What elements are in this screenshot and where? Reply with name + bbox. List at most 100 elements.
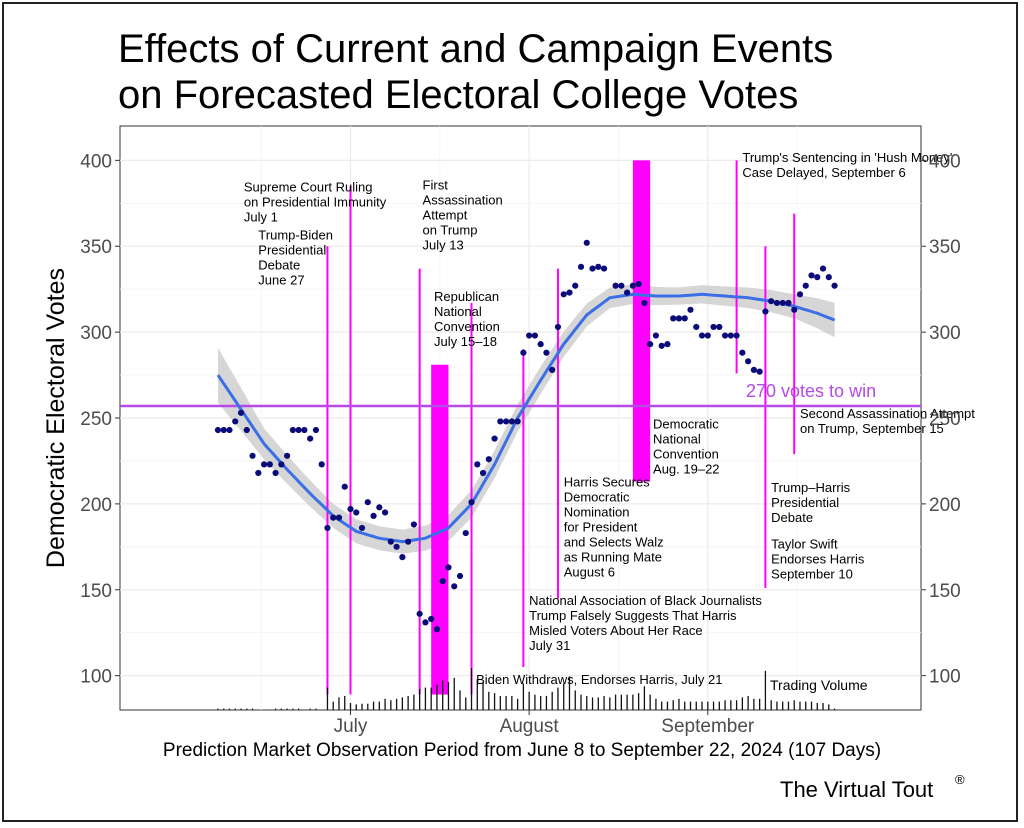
data-point bbox=[330, 514, 337, 521]
data-point bbox=[307, 435, 314, 442]
data-point bbox=[641, 299, 648, 307]
chart-title: Effects of Current and Campaign Events o… bbox=[118, 27, 833, 117]
data-point bbox=[698, 332, 706, 339]
event-annotation-line: on Trump, September 15 bbox=[800, 421, 944, 436]
event-annotation-line: Endorses Harris bbox=[771, 552, 865, 567]
data-point bbox=[266, 461, 273, 468]
data-point bbox=[687, 306, 694, 313]
event-annotation-line: Supreme Court Ruling bbox=[244, 179, 373, 194]
event-annotation-line: National bbox=[434, 304, 482, 319]
event-annotation-line: Debate bbox=[771, 510, 813, 525]
data-point bbox=[439, 578, 446, 585]
axes: 100 100 150 150 200 200 250 250 300 300 350 350 400 4… bbox=[80, 151, 960, 737]
data-point bbox=[629, 282, 636, 289]
data-point bbox=[716, 323, 723, 331]
event-annotation: National Association of Black Journalist… bbox=[529, 593, 762, 653]
event-annotation: Harris Secures Democratic Nomination for Pr… bbox=[564, 475, 664, 580]
data-point bbox=[335, 514, 343, 521]
y-tick-label-right: 350 bbox=[929, 237, 961, 258]
event-annotation: Trump-Biden Presidential Debate June 27 bbox=[258, 227, 333, 287]
data-point bbox=[549, 366, 556, 374]
event-annotation-line: and Selects Walz bbox=[564, 535, 664, 550]
x-axis-title: Prediction Market Observation Period fro… bbox=[163, 740, 881, 761]
data-point bbox=[243, 426, 250, 434]
event-annotation-line: Taylor Swift bbox=[771, 537, 838, 552]
data-point bbox=[278, 461, 285, 468]
event-bar bbox=[632, 160, 651, 482]
event-annotation: Biden Withdraws, Endorses Harris, July 2… bbox=[476, 672, 722, 687]
event-annotation-line: Convention bbox=[653, 446, 719, 461]
data-point bbox=[456, 572, 464, 580]
event-annotation-line: July 13 bbox=[423, 238, 464, 253]
data-point bbox=[710, 323, 717, 331]
data-point bbox=[566, 289, 573, 296]
event-annotation-line: National Association of Black Journalist… bbox=[529, 593, 762, 608]
data-point bbox=[393, 543, 400, 550]
event-annotation-line: Republican bbox=[434, 289, 499, 304]
chart-title-line-1: Effects of Current and Campaign Events bbox=[118, 27, 833, 71]
event-annotation: Trump–Harris Presidential Debate bbox=[771, 480, 850, 525]
data-point bbox=[814, 274, 821, 281]
event-annotation-line: Assassination bbox=[423, 193, 503, 208]
event-annotation-line: Presidential bbox=[771, 495, 839, 510]
data-point bbox=[514, 418, 521, 425]
data-point bbox=[554, 323, 562, 331]
y-tick-label-right: 250 bbox=[929, 409, 961, 430]
data-point bbox=[785, 299, 792, 307]
brand-name: The Virtual Tout bbox=[780, 777, 933, 802]
event-annotation-line: Case Delayed, September 6 bbox=[742, 165, 905, 180]
data-point bbox=[595, 263, 602, 270]
y-tick-label-left: 150 bbox=[80, 581, 112, 602]
data-point bbox=[364, 499, 371, 506]
smooth-trend-line bbox=[216, 292, 836, 544]
data-point bbox=[370, 512, 377, 520]
data-point bbox=[577, 263, 585, 270]
data-point bbox=[249, 452, 256, 459]
data-point bbox=[416, 610, 423, 617]
data-point bbox=[232, 418, 239, 425]
event-annotation-line: on Trump bbox=[423, 223, 478, 238]
data-point bbox=[358, 524, 366, 532]
data-point bbox=[589, 265, 596, 272]
data-point bbox=[485, 456, 492, 463]
event-annotation-line: August 6 bbox=[564, 565, 615, 580]
data-point bbox=[745, 358, 752, 365]
event-annotation-line: for President bbox=[564, 520, 638, 535]
data-point bbox=[727, 332, 734, 339]
event-annotation-line: Harris Secures bbox=[564, 475, 650, 490]
data-point bbox=[675, 315, 683, 322]
data-point bbox=[399, 554, 406, 561]
smooth-line bbox=[216, 292, 836, 544]
event-annotation-line: July 31 bbox=[529, 638, 570, 653]
y-tick-label-right: 200 bbox=[929, 495, 961, 516]
data-point bbox=[376, 504, 383, 511]
event-annotation-line: Debate bbox=[258, 257, 300, 272]
data-point bbox=[353, 509, 360, 516]
data-point bbox=[214, 426, 222, 434]
data-point bbox=[474, 461, 481, 468]
event-markers bbox=[326, 160, 796, 695]
event-bar bbox=[431, 364, 449, 695]
data-point bbox=[664, 341, 671, 348]
x-tick-label: July bbox=[334, 716, 368, 737]
data-point bbox=[405, 538, 412, 545]
event-annotation-line: Second Assassination Attempt bbox=[800, 406, 975, 421]
data-point bbox=[819, 265, 827, 272]
data-point bbox=[272, 469, 279, 477]
data-point bbox=[647, 341, 654, 348]
y-tick-label-right: 150 bbox=[929, 581, 961, 602]
data-point bbox=[468, 499, 475, 506]
x-tick-label: August bbox=[500, 716, 560, 737]
y-axis-title: Democratic Electoral Votes bbox=[42, 268, 70, 568]
data-point bbox=[750, 366, 757, 374]
data-point bbox=[721, 332, 729, 339]
data-point bbox=[831, 282, 838, 289]
data-point bbox=[324, 524, 331, 532]
chart-title-line-2: on Forecasted Electoral College Votes bbox=[118, 73, 798, 117]
data-point bbox=[600, 265, 608, 272]
y-tick-label-left: 200 bbox=[80, 495, 112, 516]
event-annotation-line: Attempt bbox=[423, 208, 468, 223]
threshold-label: 270 votes to win bbox=[746, 381, 876, 401]
data-point bbox=[520, 349, 527, 356]
